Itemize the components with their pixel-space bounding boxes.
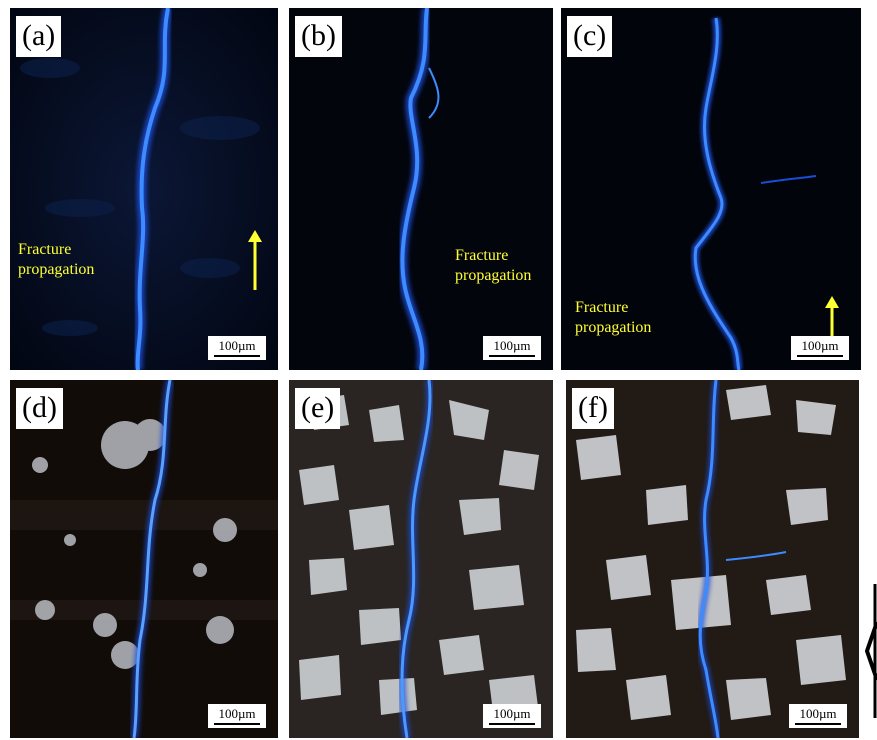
scale-bar: 100µm	[483, 336, 541, 360]
scale-bar: 100µm	[208, 704, 266, 728]
fracture-line-a	[135, 8, 170, 370]
scale-bar: 100µm	[483, 704, 541, 728]
fracture-line-f	[698, 380, 720, 738]
fluorescence-image-c	[561, 8, 861, 370]
micrograph-panel-f: (f) 100µm	[566, 380, 859, 738]
thin-section-image-f	[566, 380, 859, 738]
micrograph-panel-d: (d) 100µm	[10, 380, 278, 738]
panel-label: (a)	[16, 16, 62, 57]
fracture-line-d	[132, 380, 172, 738]
bracket-mark-icon	[865, 584, 877, 718]
fracture-annotation: Fracture propagation	[455, 247, 532, 284]
fracture-annotation: Fracture propagation	[18, 241, 95, 278]
arrow-up-icon	[825, 296, 839, 352]
fracture-annotation: Fracture propagation	[575, 299, 652, 336]
thin-section-image-e	[289, 380, 553, 738]
micrograph-panel-b: (b) Fracture propagation 100µm	[289, 8, 553, 370]
fracture-line-c	[693, 17, 741, 370]
panel-label: (b)	[295, 16, 342, 57]
fracture-line-b	[400, 8, 429, 370]
panel-label: (c)	[567, 16, 613, 57]
scale-bar: 100µm	[208, 336, 266, 360]
panel-label: (d)	[16, 388, 63, 429]
fracture-line-e	[400, 380, 432, 738]
micrograph-panel-a: (a) Fracture propagation 100µm	[10, 8, 278, 370]
micrograph-panel-c: (c) Fracture propagation 100µm	[561, 8, 861, 370]
panel-label: (e)	[295, 388, 341, 429]
fluorescence-image-b	[289, 8, 553, 370]
thin-section-image-d	[10, 380, 278, 738]
fluorescence-image-a	[10, 8, 278, 370]
micrograph-panel-e: (e) 100µm	[289, 380, 553, 738]
scale-bar: 100µm	[791, 336, 849, 360]
scale-bar: 100µm	[789, 704, 847, 728]
arrow-up-icon	[248, 230, 262, 290]
panel-label: (f)	[572, 388, 614, 429]
